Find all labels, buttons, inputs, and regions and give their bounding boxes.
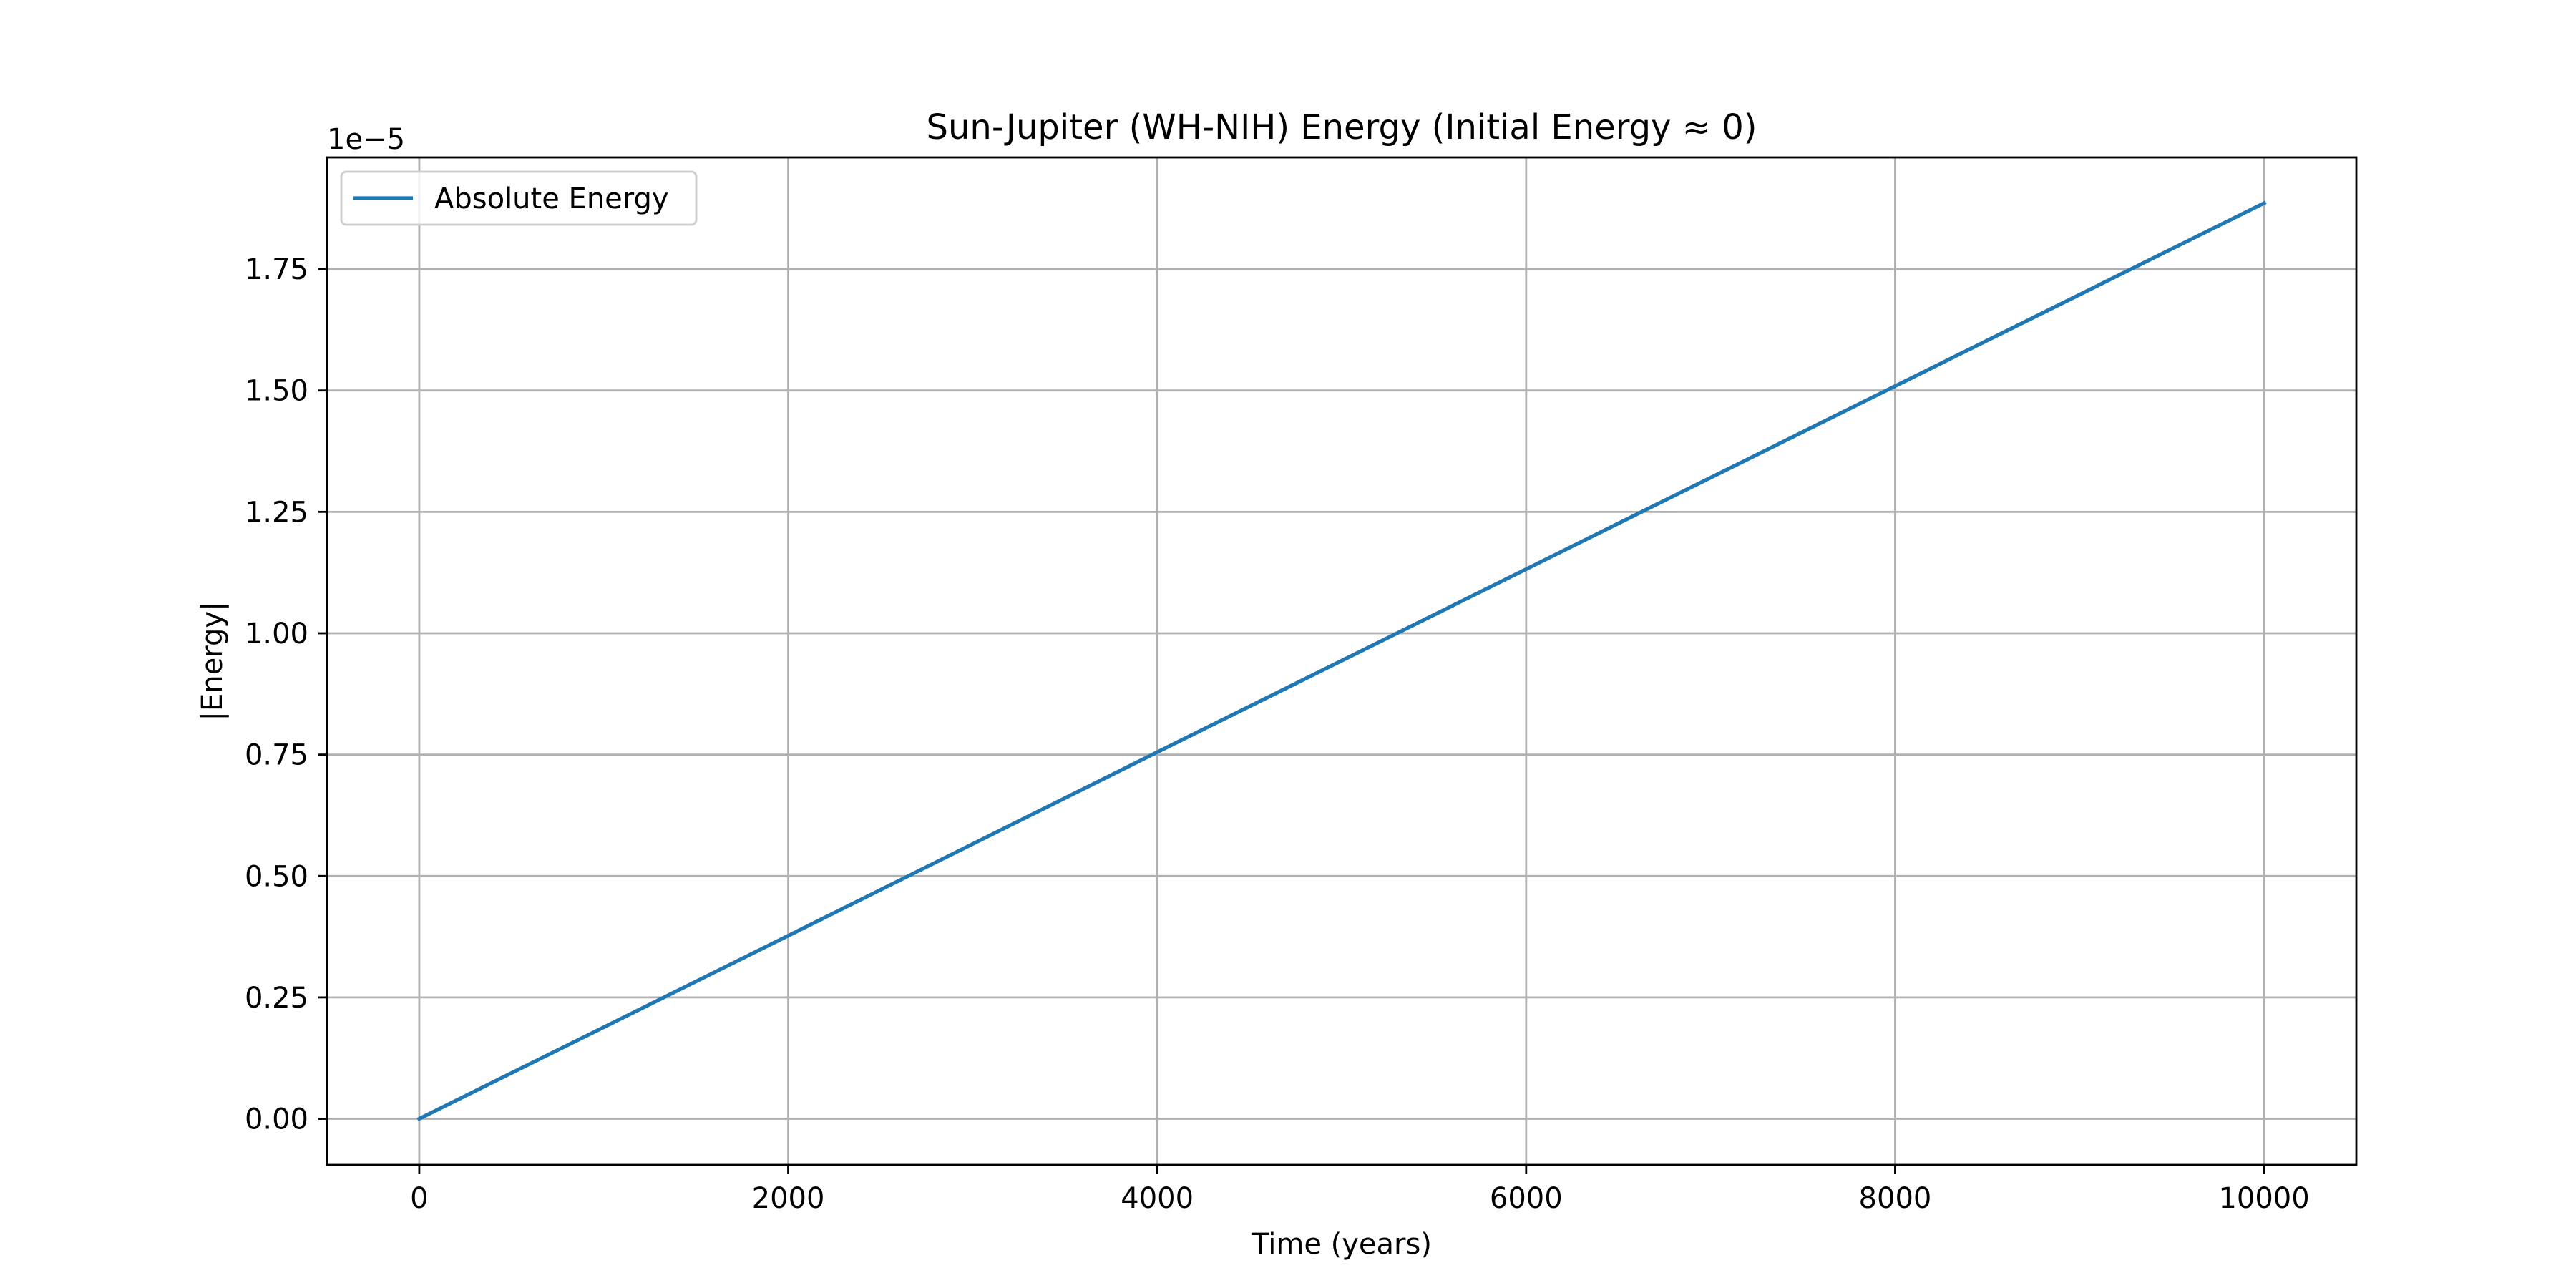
x-tick-label: 8000 <box>1859 1182 1932 1215</box>
x-axis-label: Time (years) <box>1251 1228 1432 1261</box>
x-tick-label: 2000 <box>752 1182 825 1215</box>
chart-title: Sun-Jupiter (WH-NIH) Energy (Initial Ene… <box>927 107 1757 147</box>
legend-label: Absolute Energy <box>434 182 669 215</box>
x-tick-label: 6000 <box>1490 1182 1563 1215</box>
y-tick-label: 1.25 <box>245 496 308 529</box>
x-tick-label: 4000 <box>1121 1182 1194 1215</box>
y-tick-label: 1.50 <box>245 375 308 408</box>
y-tick-label: 1.75 <box>245 253 308 286</box>
y-axis-label: |Energy| <box>196 602 229 721</box>
legend-box <box>340 170 698 226</box>
series-line-absolute-energy <box>416 200 2267 1121</box>
plot-frame <box>326 156 2358 1166</box>
series-layer <box>416 200 2267 1121</box>
x-tick-label: 0 <box>410 1182 428 1215</box>
legend: Absolute Energy <box>340 170 698 226</box>
x-tick-label: 10000 <box>2218 1182 2309 1215</box>
y-tick-label: 0.00 <box>245 1103 308 1136</box>
y-tick-label: 0.75 <box>245 739 308 772</box>
tick-layer: 0 2000 4000 6000 8000 10000 0.00 0.25 0.50 0.75 1.… <box>245 253 2310 1215</box>
y-tick-label: 0.50 <box>245 860 308 893</box>
y-axis-offset-label: 1e−5 <box>327 123 405 156</box>
y-tick-label: 0.25 <box>245 982 308 1015</box>
y-tick-label: 1.00 <box>245 618 308 650</box>
